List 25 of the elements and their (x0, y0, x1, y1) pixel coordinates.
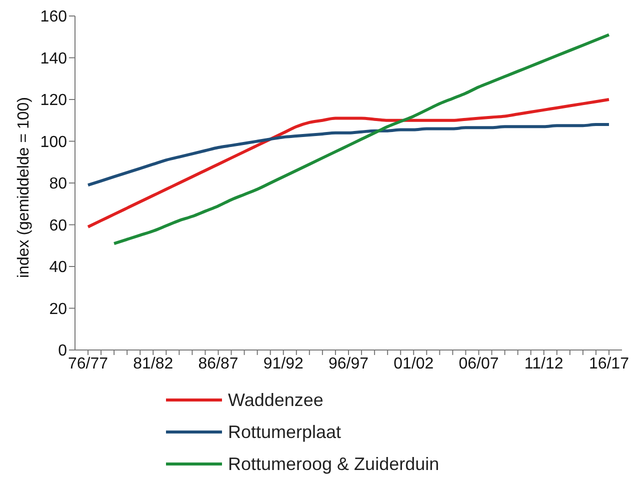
line-series (112, 33, 610, 246)
line-series (86, 98, 610, 228)
line-series (86, 123, 610, 187)
y-tick-label: 140 (40, 50, 68, 68)
x-tick-label: 76/77 (68, 355, 108, 372)
x-tick-label: 91/92 (263, 355, 304, 372)
legend-label: Waddenzee (228, 390, 324, 410)
x-tick-label: 81/82 (133, 355, 174, 372)
legend-label: Rottumeroog & Zuiderduin (228, 454, 440, 474)
y-tick-label: 20 (49, 300, 68, 318)
y-tick-label: 160 (40, 8, 68, 26)
y-tick-label: 100 (40, 134, 68, 151)
x-tick-label: 06/07 (458, 355, 499, 372)
x-tick-label: 11/12 (524, 355, 564, 372)
x-tick-label: 01/02 (394, 355, 434, 372)
y-tick-label: 120 (40, 92, 68, 110)
y-tick-label: 60 (49, 217, 68, 234)
y-axis-title: index (gemiddelde = 100) (16, 96, 33, 278)
y-tick-label: 0 (58, 342, 68, 360)
y-tick-label: 80 (49, 176, 68, 193)
x-tick-label: 16/17 (588, 355, 630, 372)
x-tick-label: 86/87 (198, 355, 238, 372)
x-tick-label: 96/97 (328, 355, 369, 372)
y-tick-label: 40 (49, 259, 68, 276)
legend-label: Rottumerplaat (228, 422, 342, 442)
